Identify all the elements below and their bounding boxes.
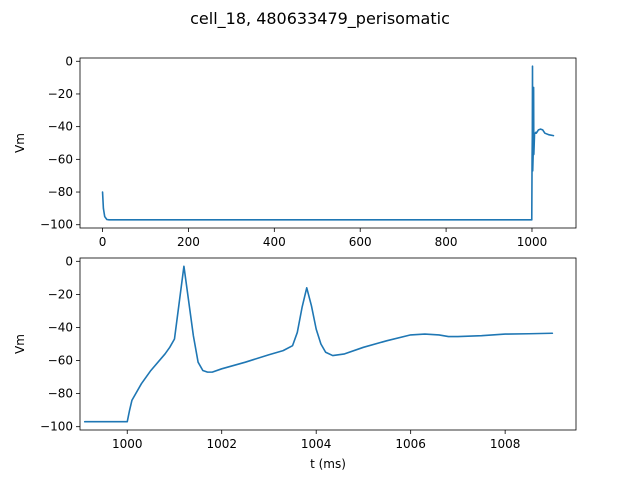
bottom-plot-ytick-label: −80	[48, 387, 73, 401]
top-plot-ytick-label: −40	[48, 120, 73, 134]
top-plot-xtick-label: 1000	[517, 235, 548, 249]
bottom-plot-xlabel: t (ms)	[310, 457, 346, 471]
top-plot-xtick-label: 800	[435, 235, 458, 249]
bottom-plot-panel: 1000 1002 1004 1006 1008 −100 −80 −60 −40 −20 0 Vm…	[13, 254, 577, 471]
bottom-plot-ylabel: Vm	[13, 334, 27, 354]
bottom-plot-ytick-label: −20	[48, 287, 73, 301]
bottom-plot-ytick-label: −60	[48, 354, 73, 368]
top-plot-xtick-label: 600	[349, 235, 372, 249]
top-plot-xtick-label: 200	[177, 235, 200, 249]
bottom-plot-xtick-label: 1006	[395, 437, 426, 451]
top-plot-xtick-label: 0	[99, 235, 107, 249]
top-plot-panel: 0 200 400 600 800 1000 −100 −80 −60 −40 −20 0 Vm	[13, 54, 577, 249]
bottom-plot-xtick-label: 1002	[206, 437, 237, 451]
top-plot-ytick-label: 0	[65, 54, 73, 68]
top-plot-series-line	[101, 65, 555, 221]
bottom-plot-frame	[79, 257, 577, 431]
bottom-plot-ytick-label: −100	[40, 420, 73, 434]
bottom-plot-xtick-label: 1004	[301, 437, 332, 451]
top-plot-xtick-label: 400	[263, 235, 286, 249]
bottom-plot-ytick-label: −40	[48, 320, 73, 334]
top-plot-ytick-label: −100	[40, 218, 73, 232]
figure-title: cell_18, 480633479_perisomatic	[190, 9, 450, 29]
top-plot-ytick-label: −20	[48, 87, 73, 101]
top-plot-ylabel: Vm	[13, 133, 27, 153]
bottom-plot-ytick-label: 0	[65, 254, 73, 268]
bottom-plot-series-line	[83, 265, 554, 423]
top-plot-ytick-label: −60	[48, 152, 73, 166]
top-plot-ytick-label: −80	[48, 185, 73, 199]
bottom-plot-xtick-label: 1000	[112, 437, 143, 451]
bottom-plot-xtick-label: 1008	[490, 437, 521, 451]
top-plot-frame	[79, 57, 577, 229]
